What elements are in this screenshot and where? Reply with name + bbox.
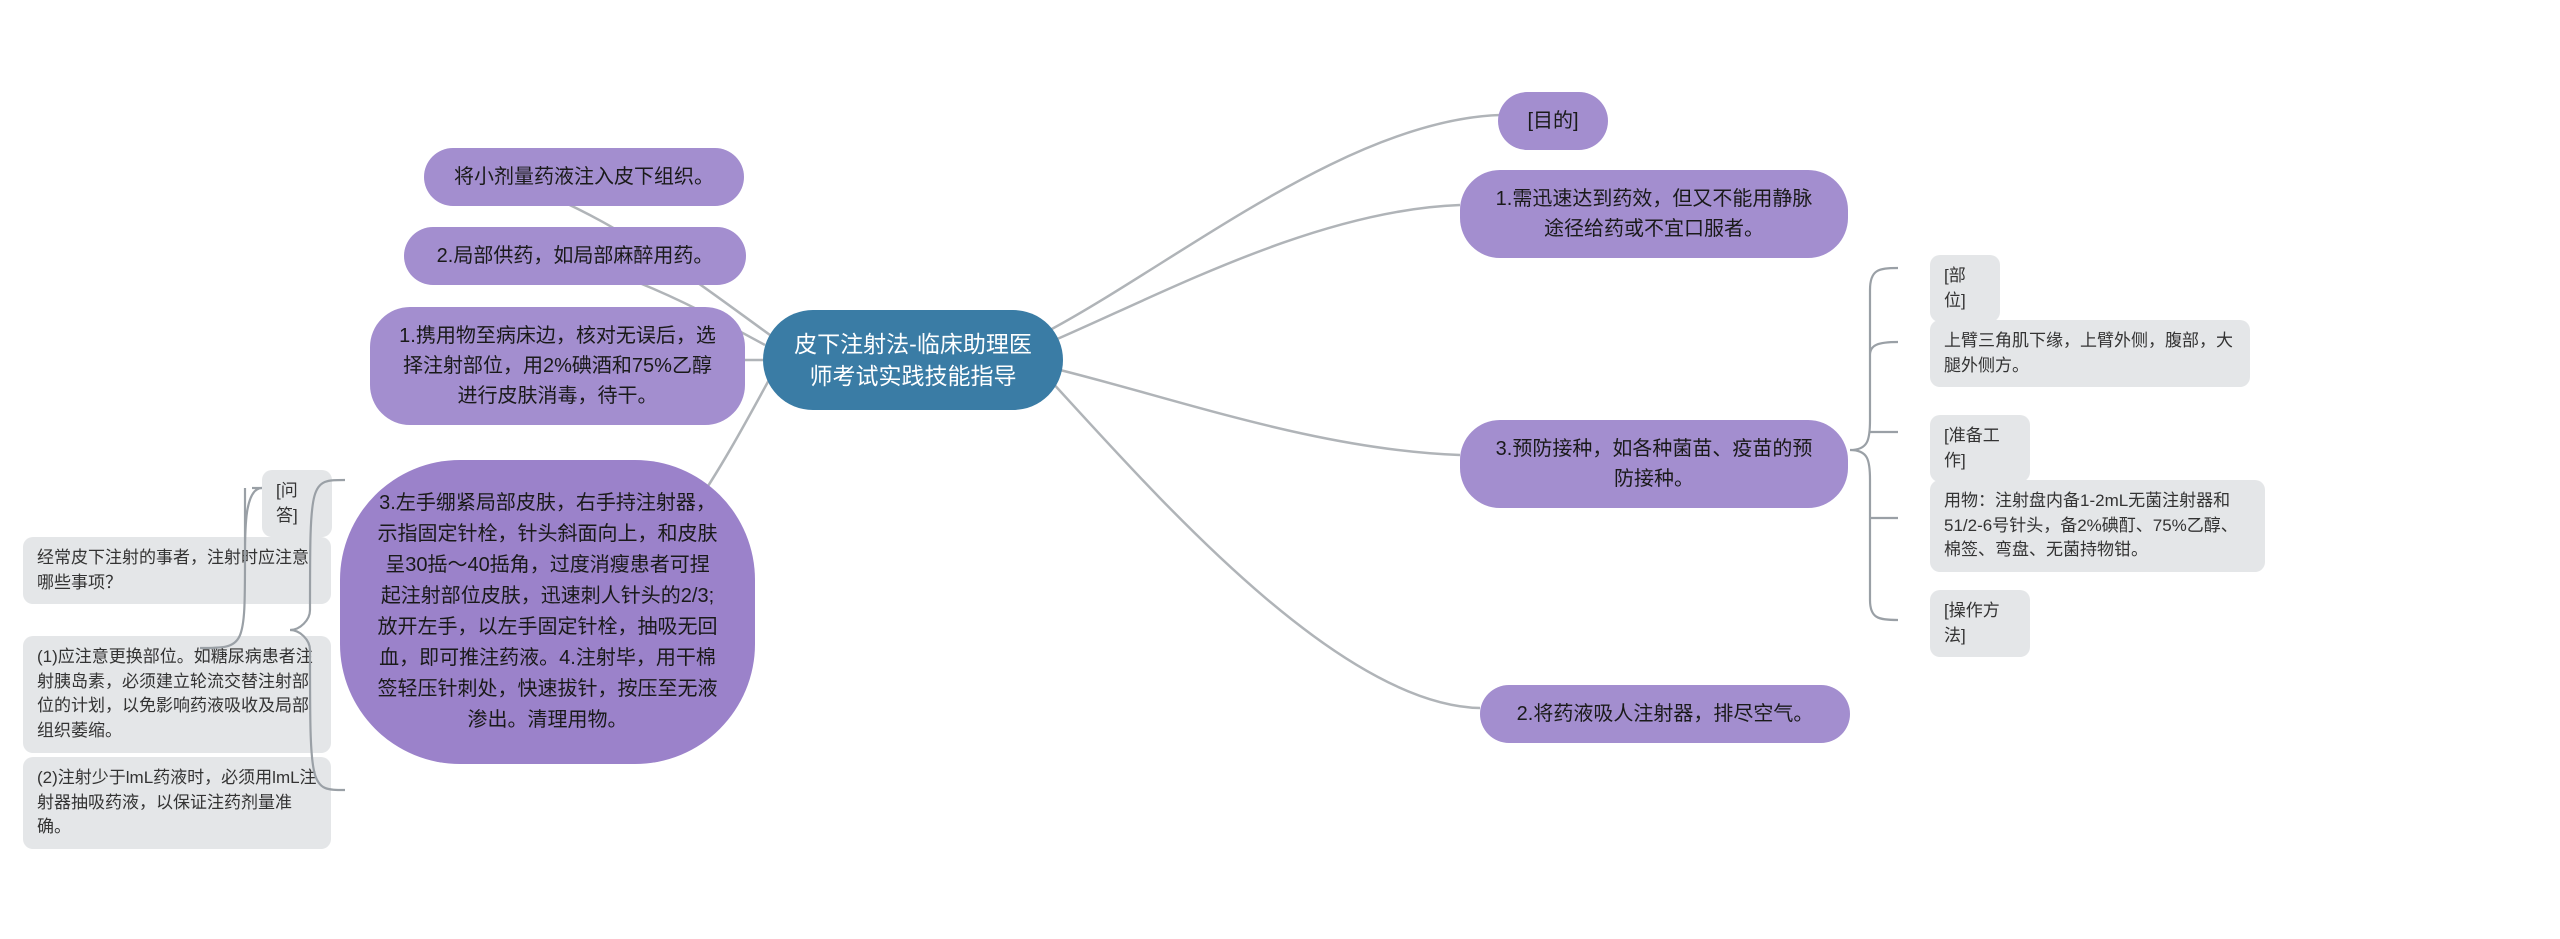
right-gray-2[interactable]: 上臂三角肌下缘，上臂外侧，腹部，大腿外侧方。: [1930, 320, 2250, 387]
left-gray-3[interactable]: (2)注射少于lmL药液时，必须用lmL注射器抽吸药液，以保证注药剂量准确。: [23, 757, 331, 849]
right-gray-4[interactable]: 用物：注射盘内备1-2mL无菌注射器和51/2-6号针头，备2%碘酊、75%乙醇…: [1930, 480, 2265, 572]
right-gray-5-text: [操作方法]: [1944, 599, 2016, 648]
left-node-2[interactable]: 2.局部供药，如局部麻醉用药。: [404, 227, 746, 285]
center-text: 皮下注射法-临床助理医师考试实践技能指导: [793, 328, 1033, 392]
right-gray-2-text: 上臂三角肌下缘，上臂外侧，腹部，大腿外侧方。: [1944, 329, 2236, 378]
right-gray-4-text: 用物：注射盘内备1-2mL无菌注射器和51/2-6号针头，备2%碘酊、75%乙醇…: [1944, 489, 2251, 563]
left-gray-2-text: (1)应注意更换部位。如糖尿病患者注射胰岛素，必须建立轮流交替注射部位的计划，以…: [37, 645, 317, 744]
right-node-1-text: [目的]: [1527, 106, 1578, 136]
left-node-3-text: 1.携用物至病床边，核对无误后，选择注射部位，用2%碘酒和75%乙醇进行皮肤消毒…: [398, 321, 717, 411]
right-gray-3-text: [准备工作]: [1944, 424, 2016, 473]
left-node-4-text: 3.左手绷紧局部皮肤，右手持注射器，示指固定针栓，针头斜面向上，和皮肤呈30捳～…: [376, 488, 719, 736]
left-node-3[interactable]: 1.携用物至病床边，核对无误后，选择注射部位，用2%碘酒和75%乙醇进行皮肤消毒…: [370, 307, 745, 425]
left-node-2-text: 2.局部供药，如局部麻醉用药。: [437, 241, 714, 271]
right-gray-1[interactable]: [部位]: [1930, 255, 2000, 322]
center-node[interactable]: 皮下注射法-临床助理医师考试实践技能指导: [763, 310, 1063, 410]
left-node-4[interactable]: 3.左手绷紧局部皮肤，右手持注射器，示指固定针栓，针头斜面向上，和皮肤呈30捳～…: [340, 460, 755, 764]
right-node-1[interactable]: [目的]: [1498, 92, 1608, 150]
right-node-4[interactable]: 2.将药液吸人注射器，排尽空气。: [1480, 685, 1850, 743]
right-node-2-text: 1.需迅速达到药效，但又不能用静脉途径给药或不宜口服者。: [1488, 184, 1820, 244]
left-gray-1[interactable]: 经常皮下注射的事者，注射时应注意哪些事项？: [23, 537, 331, 604]
right-node-3[interactable]: 3.预防接种，如各种菌苗、疫苗的预防接种。: [1460, 420, 1848, 508]
right-node-3-text: 3.预防接种，如各种菌苗、疫苗的预防接种。: [1488, 434, 1820, 494]
left-gray-head[interactable]: [问答]: [262, 470, 332, 537]
edges-layer: [0, 0, 2560, 939]
left-gray-2[interactable]: (1)应注意更换部位。如糖尿病患者注射胰岛素，必须建立轮流交替注射部位的计划，以…: [23, 636, 331, 753]
left-gray-1-text: 经常皮下注射的事者，注射时应注意哪些事项？: [37, 546, 317, 595]
left-gray-3-text: (2)注射少于lmL药液时，必须用lmL注射器抽吸药液，以保证注药剂量准确。: [37, 766, 317, 840]
left-gray-head-text: [问答]: [276, 479, 318, 528]
right-node-2[interactable]: 1.需迅速达到药效，但又不能用静脉途径给药或不宜口服者。: [1460, 170, 1848, 258]
right-gray-3[interactable]: [准备工作]: [1930, 415, 2030, 482]
right-node-4-text: 2.将药液吸人注射器，排尽空气。: [1517, 699, 1814, 729]
right-gray-5[interactable]: [操作方法]: [1930, 590, 2030, 657]
left-node-1-text: 将小剂量药液注入皮下组织。: [454, 162, 714, 192]
right-gray-1-text: [部位]: [1944, 264, 1986, 313]
left-node-1[interactable]: 将小剂量药液注入皮下组织。: [424, 148, 744, 206]
right-bracket: [1848, 250, 1933, 625]
